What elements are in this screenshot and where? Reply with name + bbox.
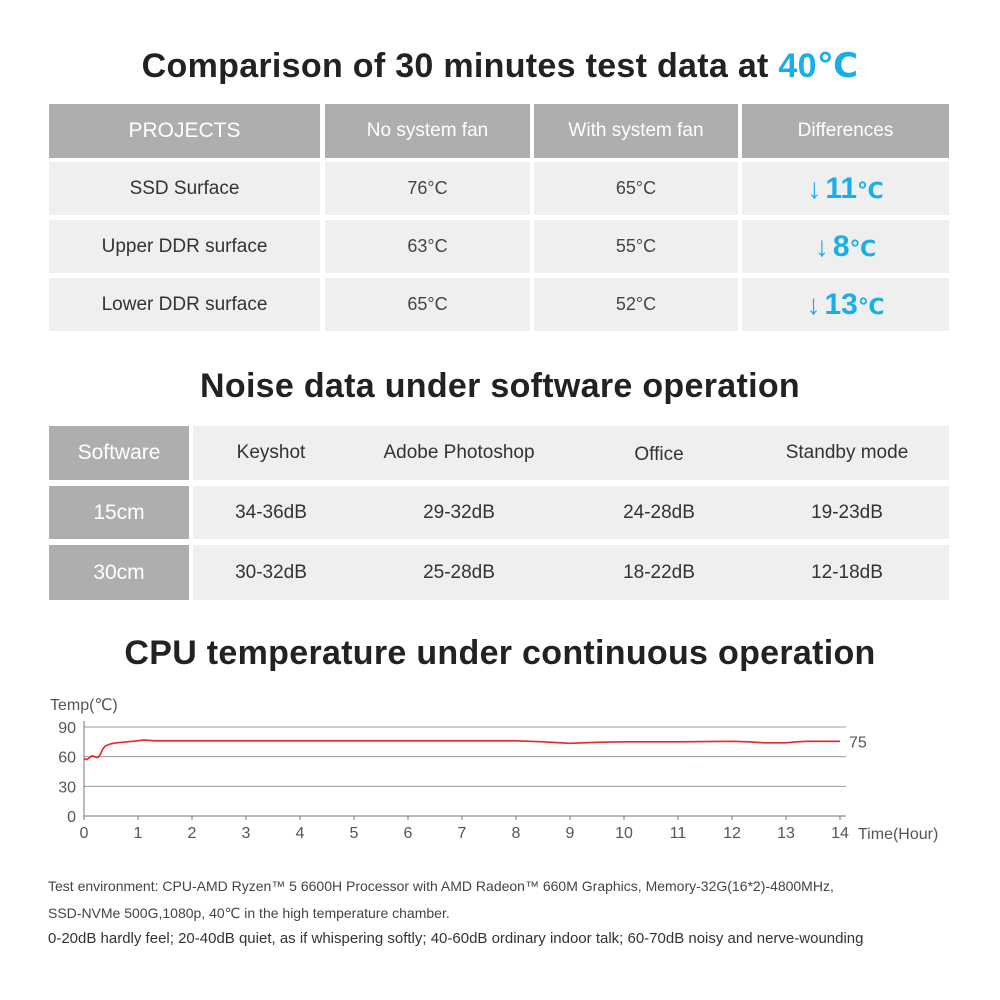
x-tick-label: 13: [777, 825, 795, 842]
section1-title-main: Comparison of 30 minutes test data at: [141, 47, 779, 85]
row-difference: ↓ 11 ℃: [742, 162, 949, 215]
col-keyshot: Keyshot: [236, 442, 306, 463]
row-no-fan: 65°C: [325, 278, 530, 331]
difference-value: 8: [832, 229, 850, 263]
row-project: SSD Surface: [49, 162, 320, 215]
y-tick-label: 90: [58, 720, 76, 737]
row-label-15cm: 15cm: [49, 486, 189, 539]
row-with-fan: 65°C: [534, 162, 738, 215]
difference-value: 13: [824, 287, 858, 321]
x-tick-label: 6: [404, 825, 413, 842]
y-axis-label: Temp(℃): [50, 697, 118, 714]
header-no-fan: No system fan: [325, 104, 530, 158]
noise-value: 29-32dB: [423, 501, 495, 523]
row-difference: ↓ 13 ℃: [742, 278, 949, 331]
noise-value: 30-32dB: [235, 561, 307, 583]
noise-value: 18-22dB: [623, 561, 695, 583]
test-environment-line2: SSD-NVMe 500G,1080p, 40℃ in the high tem…: [48, 905, 450, 921]
x-tick-label: 10: [615, 825, 633, 842]
difference-unit: ℃: [849, 235, 877, 261]
col-photoshop: Adobe Photoshop: [383, 442, 535, 463]
y-tick-label: 0: [67, 809, 76, 826]
section1-title: Comparison of 30 minutes test data at 40…: [0, 46, 1000, 86]
row-with-fan: 55°C: [534, 220, 738, 273]
header-differences: Differences: [742, 104, 949, 158]
noise-table: Software Keyshot Adobe Photoshop Office …: [49, 426, 949, 600]
header-with-fan: With system fan: [534, 104, 738, 158]
noise-row: [193, 486, 949, 539]
noise-scale-note: 0-20dB hardly feel; 20-40dB quiet, as if…: [48, 930, 864, 947]
x-tick-label: 7: [458, 825, 467, 842]
header-projects: PROJECTS: [49, 104, 320, 158]
test-environment-line1: Test environment: CPU-AMD Ryzen™ 5 6600H…: [48, 878, 834, 894]
row-no-fan: 76°C: [325, 162, 530, 215]
x-tick-label: 0: [80, 825, 89, 842]
x-tick-label: 4: [296, 825, 305, 842]
noise-value: 24-28dB: [623, 501, 695, 523]
y-tick-label: 60: [58, 750, 76, 767]
difference-unit: ℃: [857, 293, 885, 319]
section1-title-accent: 40℃: [778, 47, 859, 85]
x-tick-label: 8: [512, 825, 521, 842]
row-project: Upper DDR surface: [49, 220, 320, 273]
corner-software: Software: [49, 426, 189, 480]
section2-title: Noise data under software operation: [200, 367, 800, 405]
section3-title: CPU temperature under continuous operati…: [124, 634, 876, 672]
noise-value: 12-18dB: [811, 561, 883, 583]
noise-value: 25-28dB: [423, 561, 495, 583]
noise-header-row: [193, 426, 949, 480]
x-tick-label: 2: [188, 825, 197, 842]
row-with-fan: 52°C: [534, 278, 738, 331]
x-tick-label: 5: [350, 825, 359, 842]
noise-value: 19-23dB: [811, 501, 883, 523]
x-tick-label: 3: [242, 825, 251, 842]
x-tick-label: 1: [134, 825, 143, 842]
fan-comparison-table: PROJECTS No system fan With system fan D…: [49, 104, 949, 331]
x-tick-label: 12: [723, 825, 741, 842]
difference-unit: ℃: [857, 177, 884, 203]
down-arrow-icon: ↓: [806, 288, 821, 320]
y-tick-label: 30: [58, 779, 76, 796]
x-tick-label: 11: [670, 825, 687, 842]
x-tick-label: 9: [566, 825, 575, 842]
difference-value: 11: [825, 171, 858, 205]
down-arrow-icon: ↓: [814, 230, 829, 262]
down-arrow-icon: ↓: [807, 172, 822, 204]
row-difference: ↓ 8 ℃: [742, 220, 949, 273]
row-label-30cm: 30cm: [49, 545, 189, 600]
col-office: Office: [634, 444, 684, 465]
noise-value: 34-36dB: [235, 501, 307, 523]
x-tick-label: 14: [831, 825, 849, 842]
series-end-label: 75: [849, 734, 867, 751]
x-axis-label: Time(Hour): [858, 826, 938, 843]
col-standby: Standby mode: [785, 442, 909, 463]
row-no-fan: 63°C: [325, 220, 530, 273]
noise-row: [193, 545, 949, 600]
row-project: Lower DDR surface: [49, 278, 320, 331]
temperature-series-line: [83, 739, 840, 761]
